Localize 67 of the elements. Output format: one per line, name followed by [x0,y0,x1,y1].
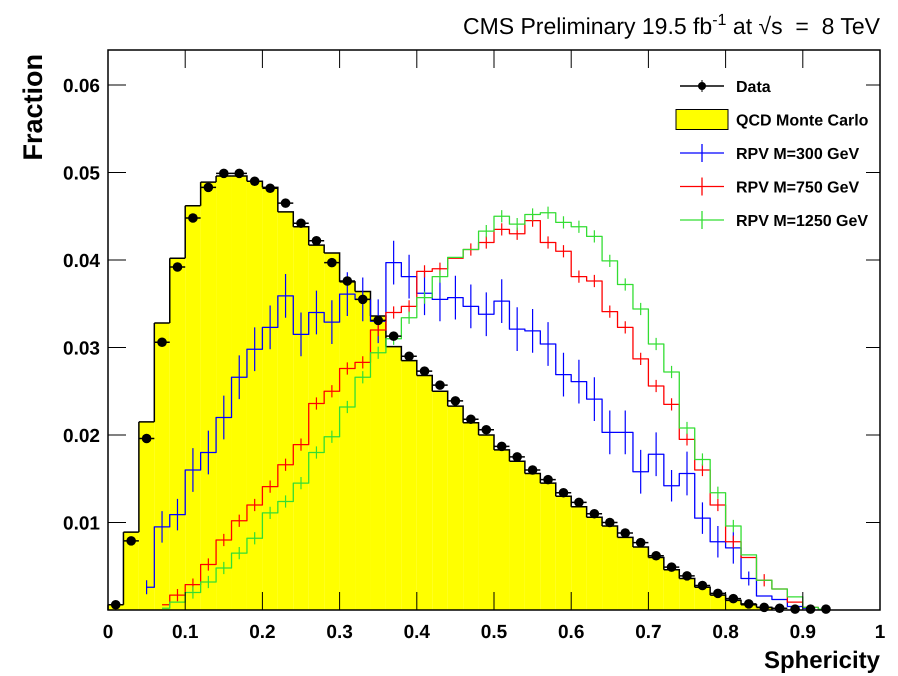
legend-label: RPV M=300 GeV [736,146,860,163]
point [512,452,522,462]
x-tick-label: 0.8 [712,622,739,643]
y-tick-label: 0.02 [63,426,100,447]
point [219,168,229,178]
point [496,442,507,452]
point [280,198,290,208]
y-tick-label: 0.06 [63,76,100,97]
y-tick-label: 0.05 [63,164,100,184]
point [373,316,383,326]
x-tick-label: 0.7 [635,622,662,643]
point [388,331,398,341]
y-tick-label: 0.04 [63,251,100,272]
point [250,176,260,186]
point [110,600,121,610]
point [528,465,538,475]
point [666,562,676,572]
point [420,366,430,376]
legend-label: RPV M=750 GeV [736,180,860,196]
x-tick-label: 0.4 [404,622,430,643]
point [481,424,492,435]
point [342,276,352,286]
point [188,213,198,223]
point [605,518,615,528]
x-tick-label: 0.2 [249,622,276,643]
point [728,594,738,604]
point [590,508,600,519]
point [744,599,754,609]
point [296,218,306,228]
y-axis-title: Fraction [18,54,48,161]
point [358,294,368,304]
point [204,182,214,192]
point [698,580,708,590]
y-tick-label: 0.03 [63,338,100,360]
point [327,258,337,268]
x-tick-label: 1 [874,622,886,643]
y-tick-label: 0.01 [63,514,100,534]
point [682,571,692,581]
point [713,588,723,598]
x-tick-label: 0.1 [172,622,199,643]
point [435,380,445,390]
x-tick-label: 0.5 [480,622,508,643]
point [574,498,584,508]
chart-title: CMS Preliminary 19.5 fb$^{-1}$ at √s = 8 TeV [462,11,881,39]
x-axis-title: Sphericity [764,647,881,674]
x-tick-label: 0.6 [558,622,584,643]
point [651,550,661,561]
point [172,262,182,272]
point [312,236,322,246]
x-tick-label: 0 [102,622,114,643]
point [142,434,152,444]
point [404,351,414,362]
point [466,414,476,424]
point [265,183,275,194]
x-tick-label: 0.9 [790,622,816,643]
point [543,474,553,484]
point [126,536,136,546]
point [450,396,460,406]
point [620,528,630,538]
point [558,488,568,498]
point [157,337,167,348]
point [636,538,646,548]
legend-label: RPV M=1250 GeV [736,213,868,230]
legend-label: Data [736,79,771,96]
point [234,168,244,178]
x-tick-label: 0.3 [326,622,353,643]
legend-label: QCD Monte Carlo [736,112,869,130]
